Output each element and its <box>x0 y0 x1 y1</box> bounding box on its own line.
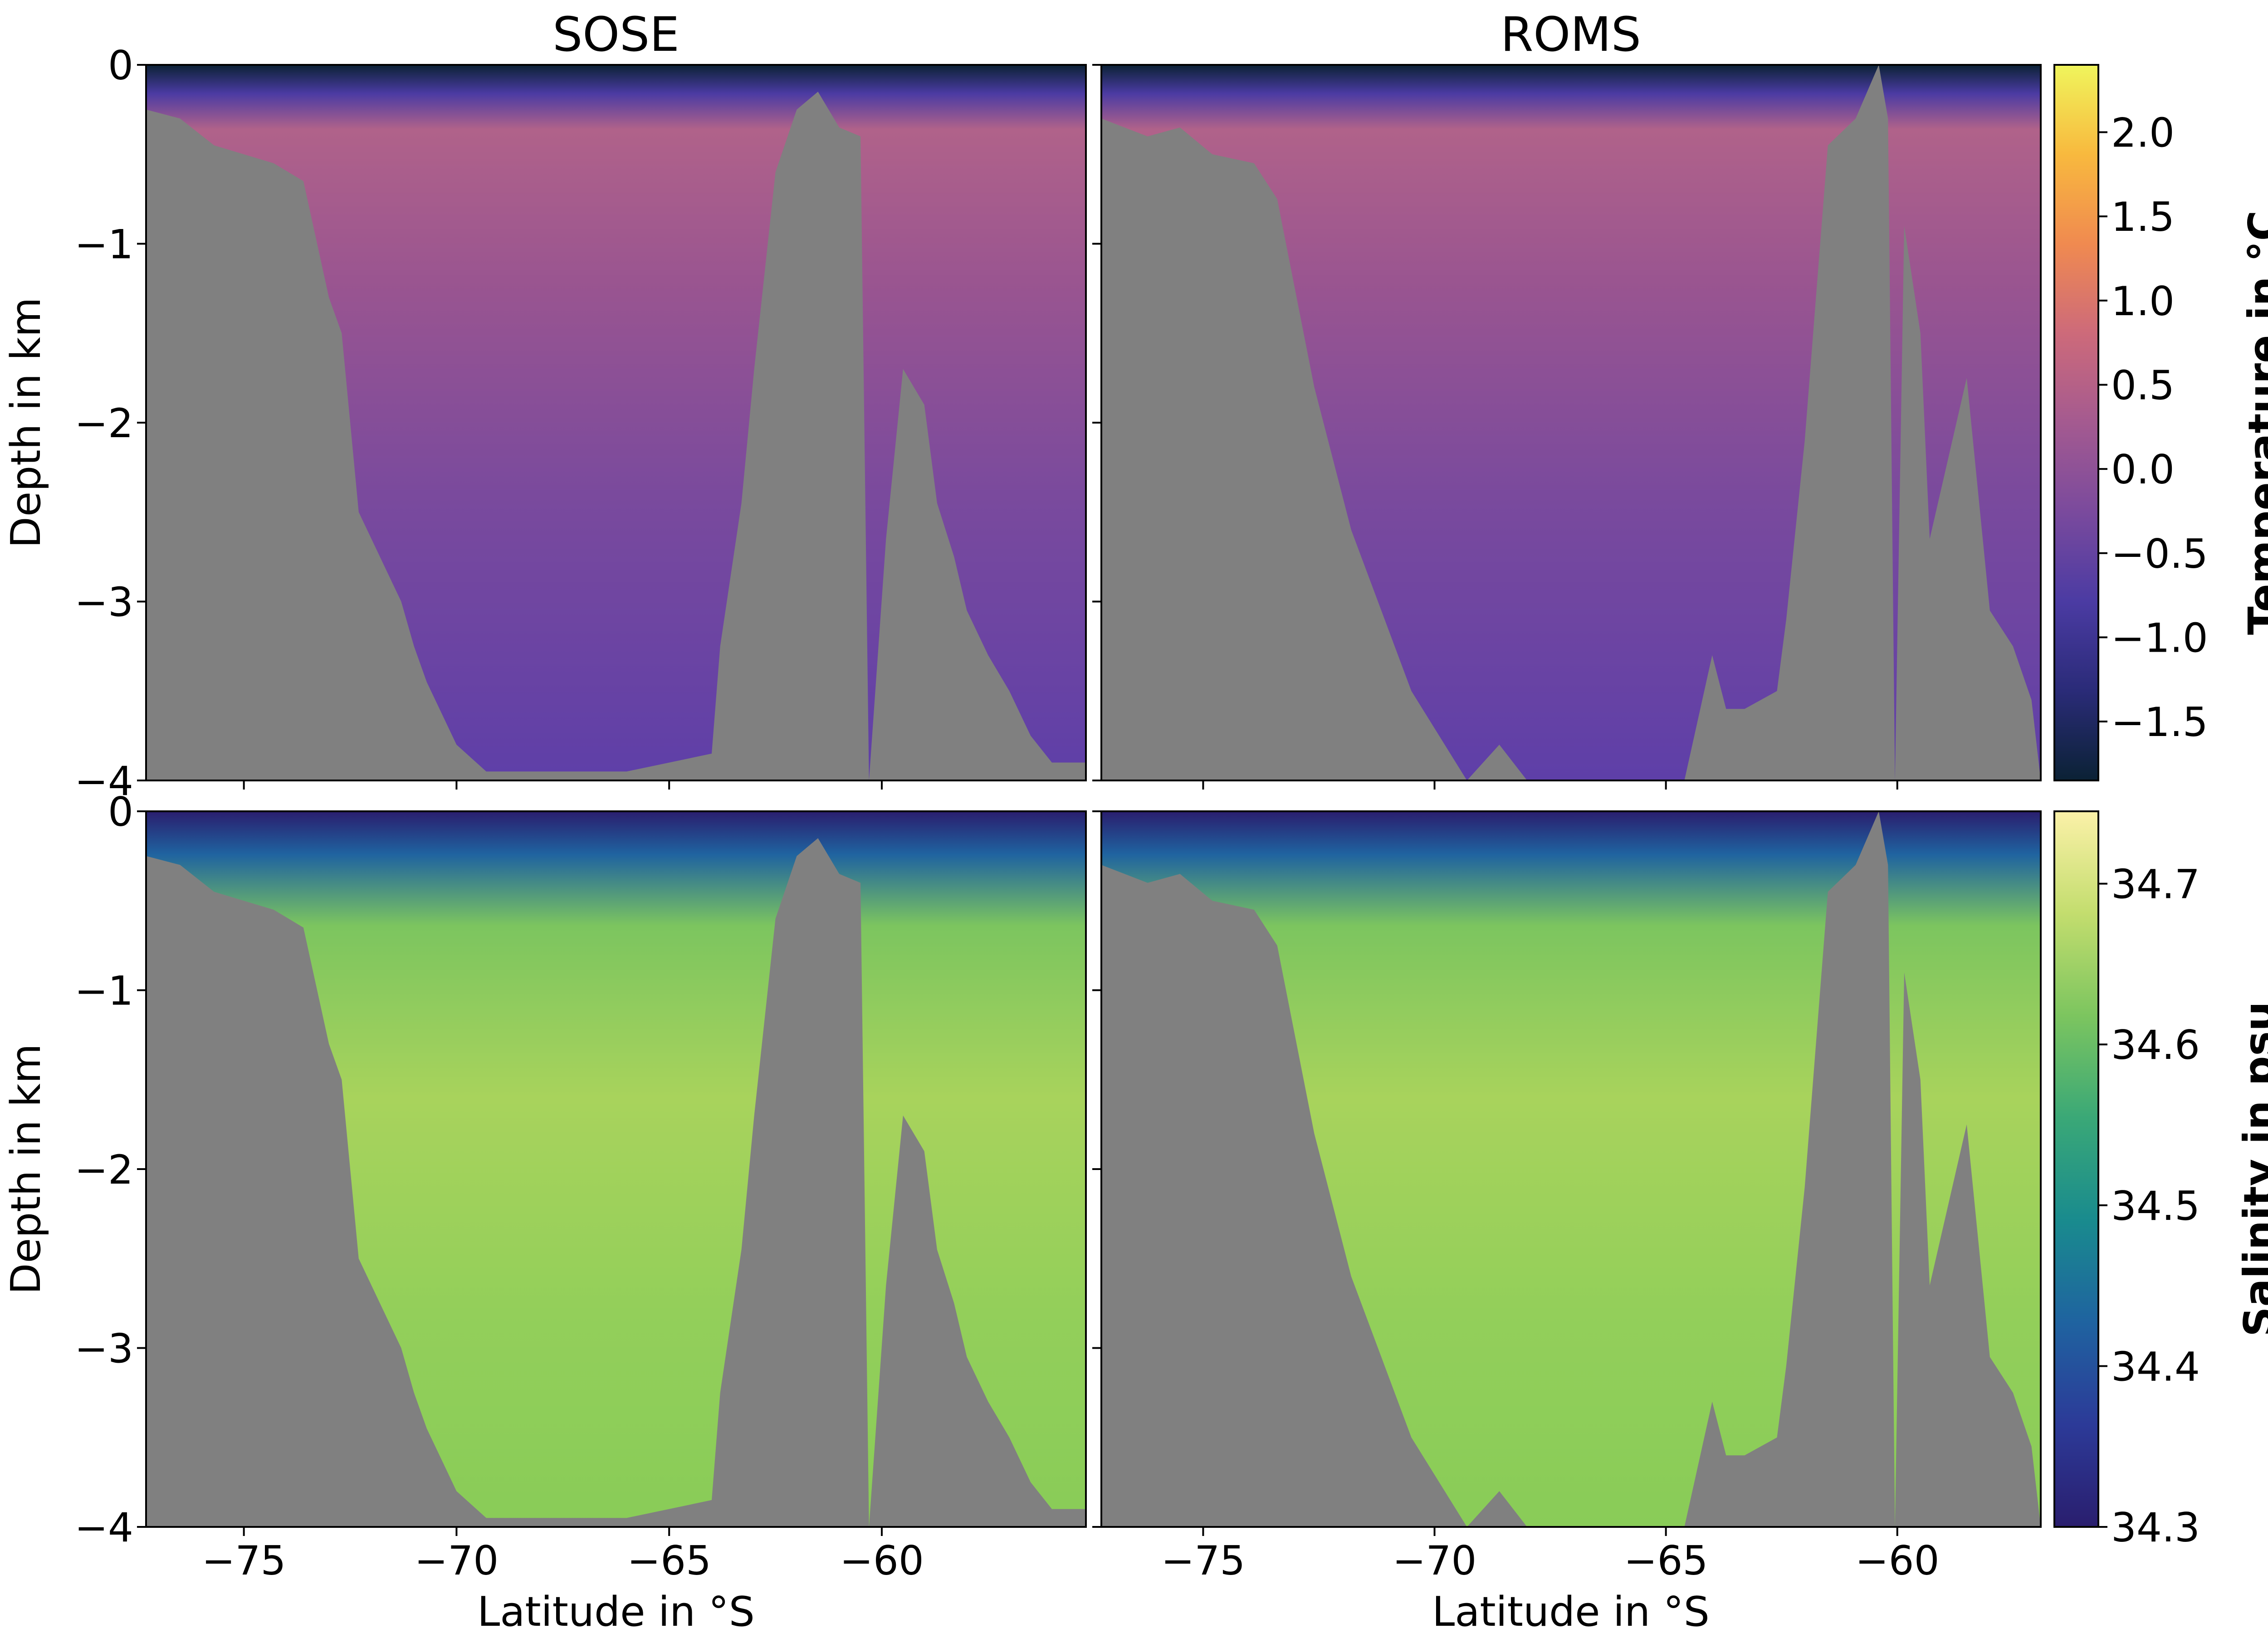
y-tick-label: −1 <box>74 968 133 1014</box>
bathymetry-land <box>146 92 1086 780</box>
y-tick-label: −4 <box>74 758 133 804</box>
colorbar-tick-label: 0.0 <box>2111 446 2175 493</box>
panel-roms-salinity: −75 −70 −65 −60 <box>1092 810 2042 1584</box>
title-roms: ROMS <box>1501 7 1641 62</box>
title-sose: SOSE <box>552 7 679 62</box>
colorbar-tick-label: −1.0 <box>2111 614 2208 661</box>
bathymetry-land <box>146 838 1086 1527</box>
colorbar-tick-label: 34.6 <box>2111 1022 2200 1068</box>
y-axis-label-top: Depth in km <box>2 297 50 548</box>
colorbar-tick-label: 34.5 <box>2111 1183 2200 1229</box>
y-tick-label: −2 <box>74 400 133 447</box>
bathymetry-land <box>1101 811 2041 1527</box>
y-axis-label-bottom: Depth in km <box>2 1043 50 1294</box>
colorbar-label-temperature: Temperature in °C <box>2239 210 2268 635</box>
y-tick-label: −3 <box>74 579 133 626</box>
colorbar-label-salinity: Salinity in psu <box>2235 1001 2268 1337</box>
x-tick-label: −70 <box>415 1537 499 1584</box>
x-tick-label: −75 <box>202 1537 286 1584</box>
y-tick-label: −3 <box>74 1326 133 1372</box>
colorbar-tick-label: 1.0 <box>2111 278 2175 325</box>
colorbar-tick-label: 34.4 <box>2111 1343 2200 1390</box>
x-tick-label: −60 <box>1855 1537 1940 1584</box>
colorbar-tick-label: 34.7 <box>2111 861 2200 908</box>
colorbar-temperature: 2.0 1.5 1.0 0.5 0.0 −0.5 −1.0 −1.5 Temperature … <box>2053 64 2268 781</box>
bathymetry-land <box>1101 65 2041 780</box>
y-tick-label: 0 <box>108 42 133 89</box>
colorbar-tick-label: 34.3 <box>2111 1504 2200 1551</box>
panel-sose-salinity: −75 −70 −65 −60 0 −1 −2 −3 −4 <box>74 789 1087 1584</box>
x-axis-label-sose: Latitude in °S <box>477 1588 755 1636</box>
colorbar-tick-label: 1.5 <box>2111 194 2175 240</box>
y-tick-label: 0 <box>108 789 133 835</box>
y-tick-label: −2 <box>74 1146 133 1193</box>
colorbar-salinity: 34.7 34.6 34.5 34.4 34.3 Salinity in psu <box>2053 810 2268 1551</box>
colorbar-tick-label: 0.5 <box>2111 362 2175 409</box>
x-tick-label: −65 <box>627 1537 711 1584</box>
x-tick-label: −75 <box>1161 1537 1246 1584</box>
colorbar-tick-label: −0.5 <box>2111 531 2208 577</box>
colorbar-gradient <box>2053 64 2099 781</box>
x-axis-label-roms: Latitude in °S <box>1432 1588 1710 1636</box>
y-tick-label: −4 <box>74 1504 133 1551</box>
panel-sose-temperature: 0 −1 −2 −3 −4 <box>74 42 1087 804</box>
panel-roms-temperature <box>1092 64 2042 790</box>
x-tick-label: −70 <box>1393 1537 1477 1584</box>
x-tick-label: −60 <box>840 1537 924 1584</box>
colorbar-tick-label: −1.5 <box>2111 699 2208 746</box>
y-tick-label: −1 <box>74 221 133 268</box>
colorbar-gradient <box>2053 810 2099 1528</box>
colorbar-tick-label: 2.0 <box>2111 110 2175 156</box>
x-tick-label: −65 <box>1624 1537 1708 1584</box>
